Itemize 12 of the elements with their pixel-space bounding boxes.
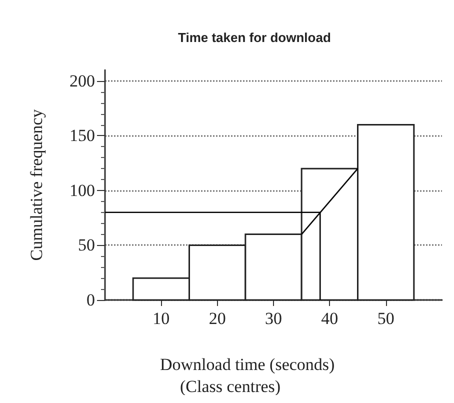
x-tick-label: 50 bbox=[377, 309, 394, 328]
x-tick-label: 40 bbox=[321, 309, 338, 328]
y-tick-label: 100 bbox=[70, 180, 95, 200]
y-tick-label: 200 bbox=[70, 71, 95, 90]
x-tick-label: 20 bbox=[208, 309, 226, 328]
x-tick-label: 10 bbox=[152, 309, 170, 328]
y-tick-label: 150 bbox=[70, 126, 95, 146]
y-axis-title: Cumulative frequency bbox=[27, 108, 46, 261]
x-tick-label: 30 bbox=[265, 309, 282, 328]
y-tick-label: 0 bbox=[86, 290, 95, 310]
y-tick-label: 50 bbox=[78, 236, 95, 255]
chart-title: Time taken for download bbox=[178, 30, 331, 45]
